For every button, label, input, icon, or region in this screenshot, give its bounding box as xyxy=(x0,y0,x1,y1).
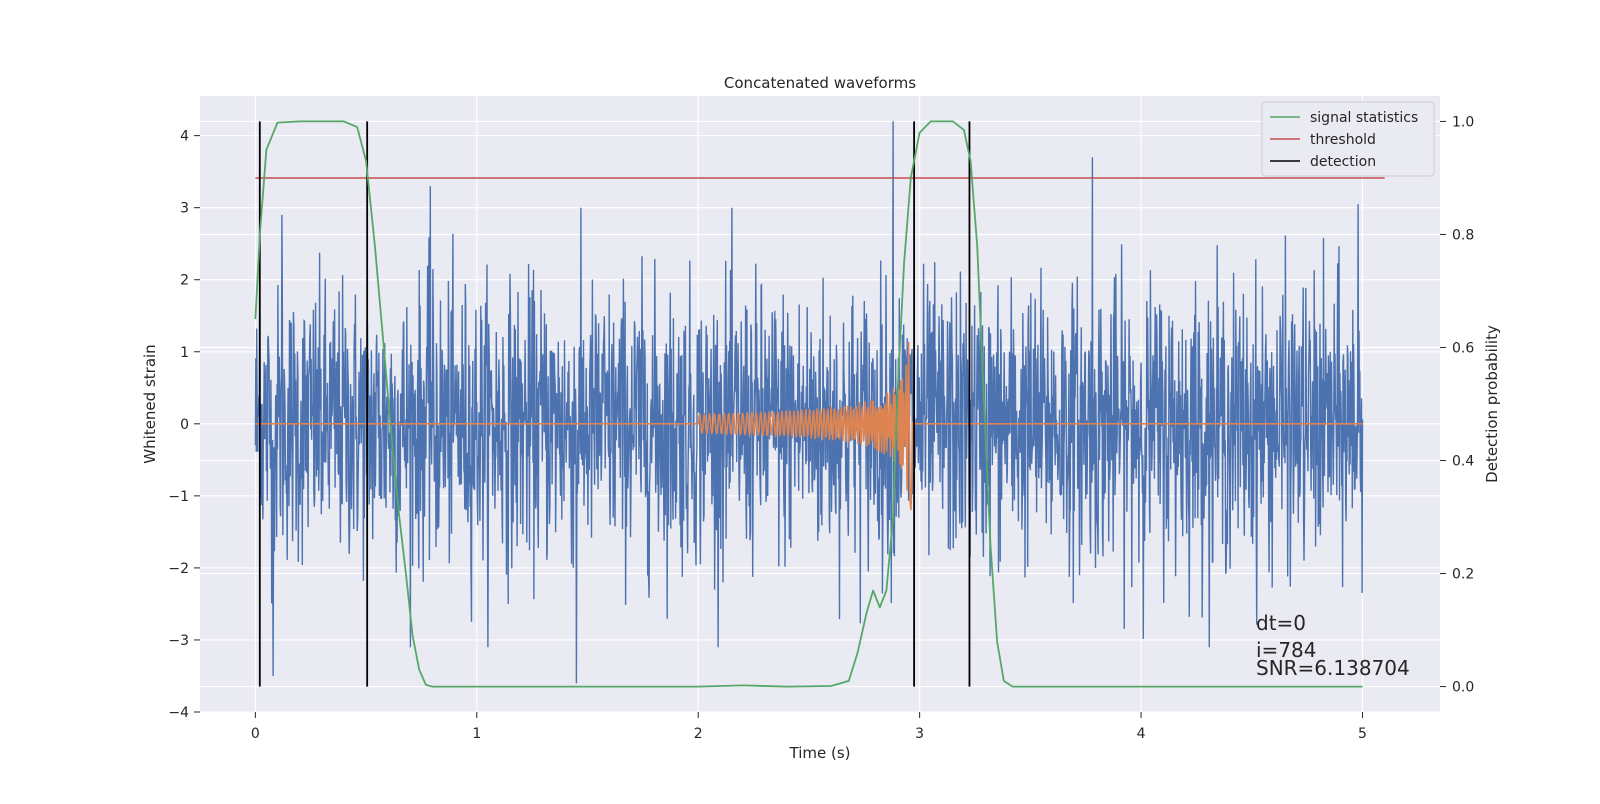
y2-tick-label-1: 0.2 xyxy=(1452,567,1474,583)
y-tick-label-3: −1 xyxy=(168,489,189,505)
y2-tick-label-5: 1.0 xyxy=(1452,114,1474,130)
x-tick-label-4: 4 xyxy=(1137,726,1146,742)
y2-tick-label-4: 0.8 xyxy=(1452,227,1474,243)
y2-tick-label-0: 0.0 xyxy=(1452,680,1474,696)
data-layer xyxy=(254,120,1385,688)
annotation-dt: dt=0 xyxy=(1256,611,1306,635)
x-tick-label-3: 3 xyxy=(915,726,924,742)
axes-layer: 0 1 2 3 4 5 −4 −3 −2 −1 0 1 2 3 4 0.0 0.2 0.4 0.6 0.8 1.0 xyxy=(168,114,1474,742)
x-tick-label-0: 0 xyxy=(251,726,260,742)
series-signal-statistics-line xyxy=(254,120,1363,688)
series-whitened-strain-line xyxy=(254,121,1364,684)
y-tick-label-7: 3 xyxy=(180,201,189,217)
annotation-i: i=784 xyxy=(1256,638,1317,662)
y-tick-label-2: −2 xyxy=(168,561,189,577)
y-tick-label-8: 4 xyxy=(180,129,189,145)
y-tick-label-6: 2 xyxy=(180,273,189,289)
y-tick-label-5: 1 xyxy=(180,345,189,361)
series-chirp-template-line xyxy=(255,341,1363,511)
y2-axis-label: Detection probability xyxy=(1483,325,1501,483)
chart-title: Concatenated waveforms xyxy=(724,74,916,92)
y-tick-label-1: −3 xyxy=(168,633,189,649)
x-tick-label-1: 1 xyxy=(472,726,481,742)
y-tick-label-0: −4 xyxy=(168,705,189,721)
x-tick-label-2: 2 xyxy=(694,726,703,742)
y2-tick-label-3: 0.6 xyxy=(1452,340,1474,356)
annotation-snr: SNR=6.138704 xyxy=(1256,656,1410,680)
y-axis-label: Whitened strain xyxy=(141,344,159,463)
x-axis-label: Time (s) xyxy=(789,744,851,762)
legend-label-signal-statistics: signal statistics xyxy=(1310,110,1418,126)
legend-label-threshold: threshold xyxy=(1310,132,1376,148)
x-tick-label-5: 5 xyxy=(1358,726,1367,742)
legend-label-detection: detection xyxy=(1310,154,1376,170)
legend-box xyxy=(1261,101,1435,177)
y2-tick-label-2: 0.4 xyxy=(1452,454,1474,470)
y-tick-label-4: 0 xyxy=(180,417,189,433)
legend: signal statistics threshold detection xyxy=(1261,101,1435,177)
